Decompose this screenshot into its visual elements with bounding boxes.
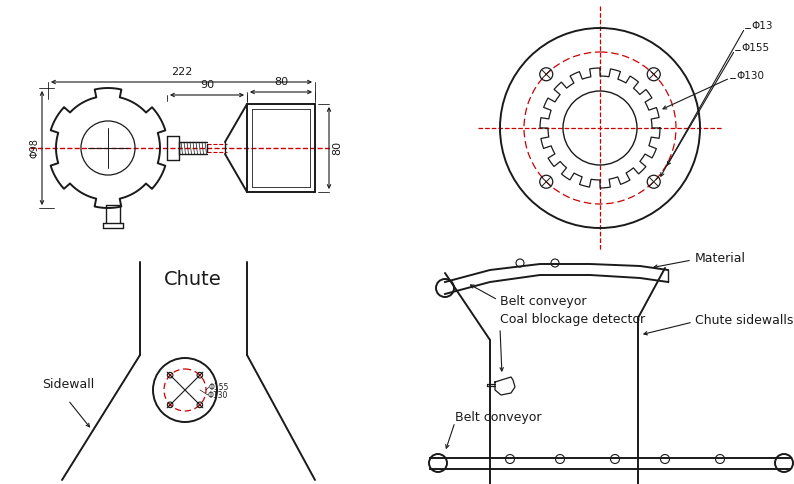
Text: Chute: Chute <box>164 270 222 289</box>
Text: Φ155: Φ155 <box>209 382 229 392</box>
Text: Φ13: Φ13 <box>751 21 773 31</box>
Text: Belt conveyor: Belt conveyor <box>455 410 542 424</box>
Text: 80: 80 <box>274 77 288 87</box>
Text: 80: 80 <box>332 141 342 155</box>
Text: Φ130: Φ130 <box>736 71 764 81</box>
Text: Coal blockage detector: Coal blockage detector <box>500 314 645 327</box>
Text: 222: 222 <box>171 67 192 77</box>
Text: Φ98: Φ98 <box>29 138 39 158</box>
Text: 90: 90 <box>200 80 214 90</box>
Text: Chute sidewalls: Chute sidewalls <box>695 314 793 327</box>
Text: Φ155: Φ155 <box>741 43 769 53</box>
Text: Sidewall: Sidewall <box>42 378 94 392</box>
Text: Belt conveyor: Belt conveyor <box>500 296 587 308</box>
Text: Material: Material <box>695 252 746 264</box>
Text: Φ130: Φ130 <box>208 391 229 399</box>
